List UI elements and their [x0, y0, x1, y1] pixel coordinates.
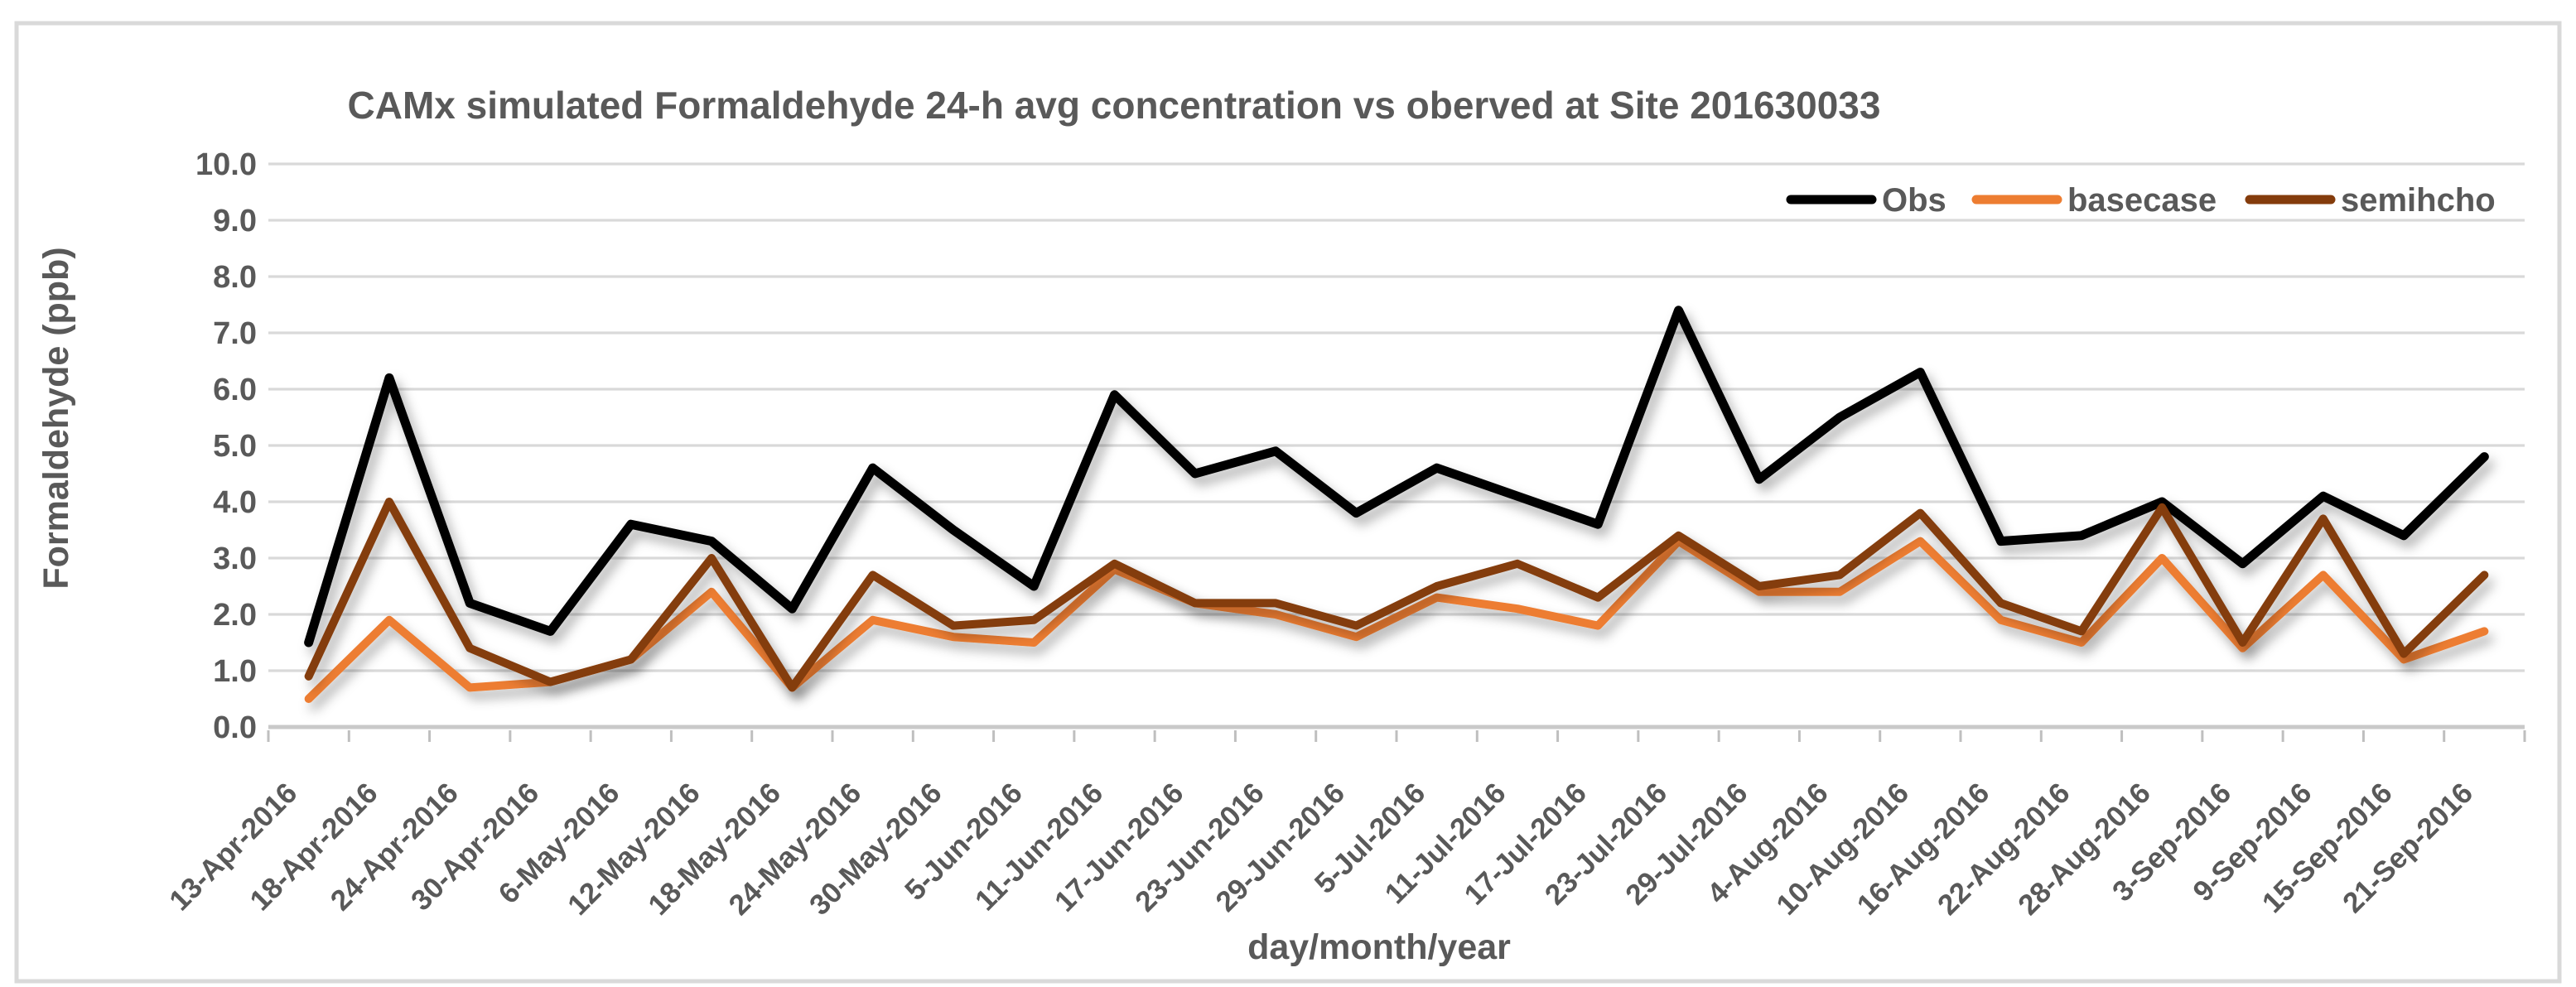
x-axis-ticks: [267, 730, 2526, 742]
y-tick-label: 10.0: [195, 147, 257, 182]
y-tick-label: 9.0: [213, 204, 257, 238]
y-tick-label: 7.0: [213, 316, 257, 351]
y-tick-label: 3.0: [213, 542, 257, 576]
y-tick-label: 8.0: [213, 260, 257, 295]
gridlines: [268, 162, 2525, 729]
y-tick-label: 5.0: [213, 429, 257, 464]
y-tick-label: 0.0: [213, 710, 257, 745]
series-line-obs: [304, 306, 2489, 648]
y-axis-tick-labels: 0.0 1.0 2.0 3.0 4.0 5.0 6.0 7.0 8.0 9.0 10.0: [195, 147, 257, 745]
legend-label-obs: Obs: [1882, 182, 1946, 219]
series-line-semihcho: [304, 498, 2489, 692]
legend: Obs basecase semihcho: [1786, 182, 2496, 219]
chart-title: CAMx simulated Formaldehyde 24-h avg con…: [348, 84, 1881, 127]
x-axis-tick-labels: 13-Apr-201618-Apr-201624-Apr-201630-Apr-…: [163, 777, 2479, 922]
legend-item-basecase: basecase: [1971, 182, 2217, 219]
series-line-basecase: [304, 537, 2489, 703]
y-tick-label: 6.0: [213, 373, 257, 407]
legend-item-obs: Obs: [1786, 182, 1946, 219]
legend-label-basecase: basecase: [2067, 182, 2217, 219]
chart-border: [14, 21, 2562, 984]
y-tick-label: 2.0: [213, 598, 257, 633]
legend-item-semihcho: semihcho: [2245, 182, 2496, 219]
x-axis-title: day/month/year: [1247, 927, 1511, 967]
y-axis-title: Formaldehyde (ppb): [36, 247, 76, 589]
y-tick-label: 1.0: [213, 654, 257, 689]
data-series: [304, 306, 2489, 703]
legend-label-semihcho: semihcho: [2341, 182, 2496, 219]
y-tick-label: 4.0: [213, 485, 257, 520]
